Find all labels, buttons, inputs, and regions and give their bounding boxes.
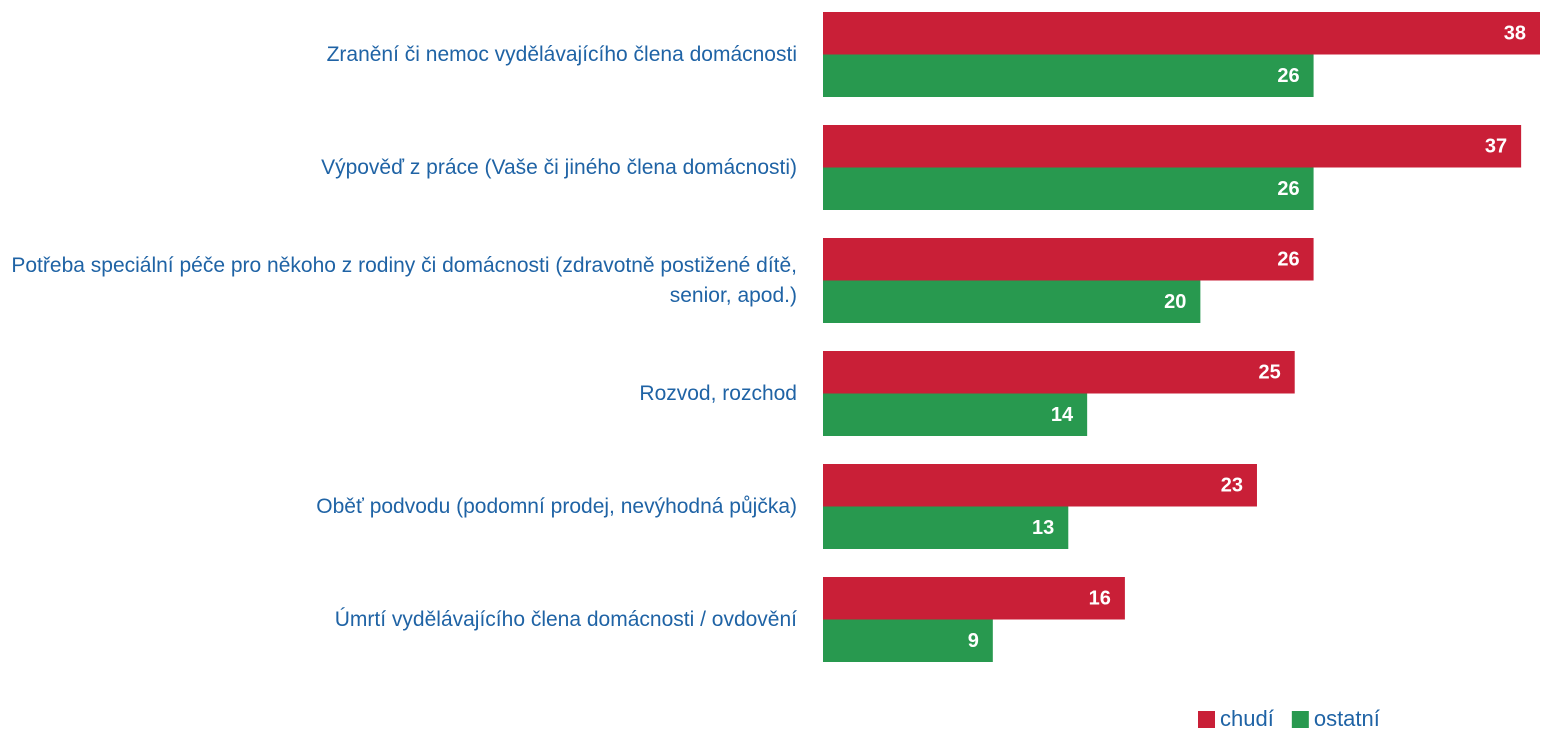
legend-swatch bbox=[1291, 711, 1309, 728]
value-label: 9 bbox=[968, 630, 979, 652]
value-label: 14 bbox=[1051, 404, 1074, 426]
category-label: Výpověď z práce (Vaše či jiného člena do… bbox=[0, 125, 797, 210]
value-label: 23 bbox=[1221, 475, 1243, 497]
category-text: Oběť podvodu (podomní prodej, nevýhodná … bbox=[316, 494, 797, 518]
category-text: Úmrtí vydělávajícího člena domácnosti / … bbox=[334, 607, 797, 631]
bar bbox=[823, 577, 1125, 620]
category-label: Potřeba speciální péče pro někoho z rodi… bbox=[0, 238, 797, 323]
bar bbox=[823, 167, 1314, 210]
bar bbox=[823, 464, 1257, 507]
value-label: 26 bbox=[1277, 249, 1299, 271]
bar bbox=[823, 54, 1314, 97]
category-text: Výpověď z práce (Vaše či jiného člena do… bbox=[321, 155, 797, 179]
category-label: Úmrtí vydělávajícího člena domácnosti / … bbox=[0, 577, 797, 662]
category-label: Rozvod, rozchod bbox=[0, 351, 797, 436]
bar bbox=[823, 506, 1069, 549]
category-text: Zranění či nemoc vydělávajícího člena do… bbox=[326, 42, 797, 66]
bar bbox=[823, 351, 1295, 394]
value-label: 25 bbox=[1258, 362, 1280, 384]
bar bbox=[823, 619, 993, 662]
value-label: 38 bbox=[1504, 23, 1526, 45]
value-label: 26 bbox=[1277, 65, 1299, 87]
bar bbox=[823, 125, 1522, 168]
category-text: Potřeba speciální péče pro někoho z rodi… bbox=[11, 253, 797, 307]
category-text: Rozvod, rozchod bbox=[639, 381, 797, 405]
bar bbox=[823, 280, 1201, 323]
value-label: 13 bbox=[1032, 517, 1054, 539]
bar bbox=[823, 393, 1088, 436]
category-label: Zranění či nemoc vydělávajícího člena do… bbox=[0, 12, 797, 97]
bar bbox=[823, 12, 1540, 55]
value-label: 37 bbox=[1485, 136, 1507, 158]
bar bbox=[823, 238, 1314, 281]
value-label: 26 bbox=[1277, 178, 1299, 200]
legend-label: chudí bbox=[1220, 706, 1274, 731]
legend-swatch bbox=[1198, 711, 1215, 728]
value-label: 20 bbox=[1164, 291, 1186, 313]
value-label: 16 bbox=[1089, 588, 1111, 610]
legend-label: ostatní bbox=[1314, 706, 1380, 731]
category-label: Oběť podvodu (podomní prodej, nevýhodná … bbox=[0, 464, 797, 549]
